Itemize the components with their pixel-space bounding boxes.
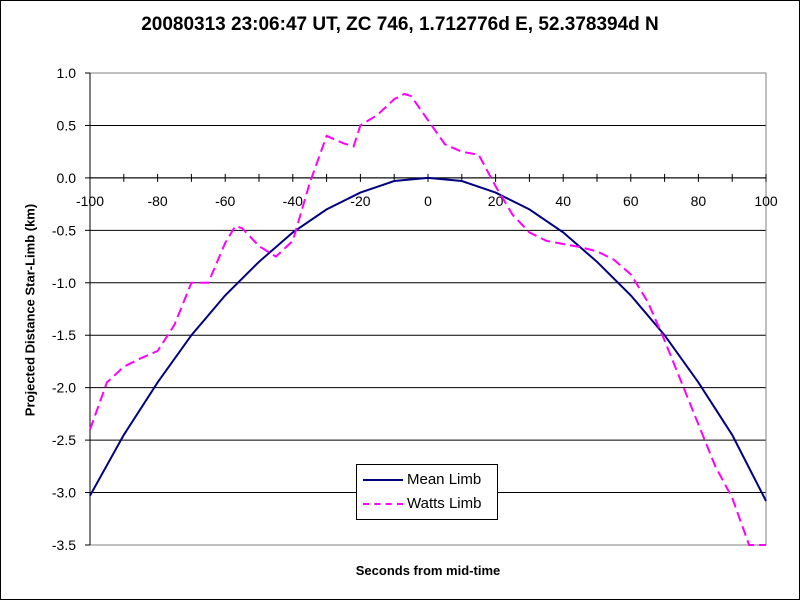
x-tick-label: -60	[215, 193, 235, 209]
legend-item-watts-limb: Watts Limb	[357, 493, 497, 515]
y-tick-label: 1.0	[57, 65, 77, 81]
x-tick-labels: -100 -80 -60 -40 -20 0 20 40 60 80 100	[76, 193, 778, 209]
y-tick-labels: 1.0 0.5 0.0 -0.5 -1.0 -1.5 -2.0 -2.5 -3.0 -3.5	[52, 65, 76, 553]
x-tick-label: -80	[147, 193, 167, 209]
legend-swatch-watts-limb	[363, 503, 403, 505]
x-tick-label: 60	[623, 193, 639, 209]
y-axis-label: Projected Distance Star-Limb (km)	[22, 203, 38, 417]
x-tick-label: 40	[555, 193, 571, 209]
y-tick-label: -2.0	[52, 380, 76, 396]
series-line-1	[89, 92, 766, 546]
y-tick-label: -1.0	[52, 275, 76, 291]
x-tick-label: 0	[424, 193, 432, 209]
y-tick-label: -1.5	[52, 327, 76, 343]
x-tick-label: 100	[754, 193, 778, 209]
x-tick-label: -20	[350, 193, 370, 209]
x-tick-label: -40	[283, 193, 303, 209]
y-tick-label: 0.0	[57, 170, 77, 186]
y-tick-label: -2.5	[52, 432, 76, 448]
series-lines	[89, 92, 767, 546]
chart-title: 20080313 23:06:47 UT, ZC 746, 1.712776d …	[141, 14, 659, 35]
legend-item-mean-limb: Mean Limb	[357, 469, 497, 491]
x-tick-label: 80	[691, 193, 707, 209]
y-tick-label: -3.5	[52, 537, 76, 553]
legend-swatch-mean-limb	[363, 479, 403, 481]
legend-label-watts-limb: Watts Limb	[407, 495, 482, 512]
x-axis-label: Seconds from mid-time	[355, 563, 501, 578]
y-tick-label: -0.5	[52, 222, 76, 238]
y-tick-label: 0.5	[57, 117, 77, 133]
x-tick-label: -100	[76, 193, 104, 209]
legend-label-mean-limb: Mean Limb	[407, 471, 482, 488]
y-tick-label: -3.0	[52, 485, 76, 501]
legend: Mean Limb Watts Limb	[356, 464, 498, 520]
x-tick-label: 20	[488, 193, 504, 209]
series-line-0	[89, 176, 767, 502]
